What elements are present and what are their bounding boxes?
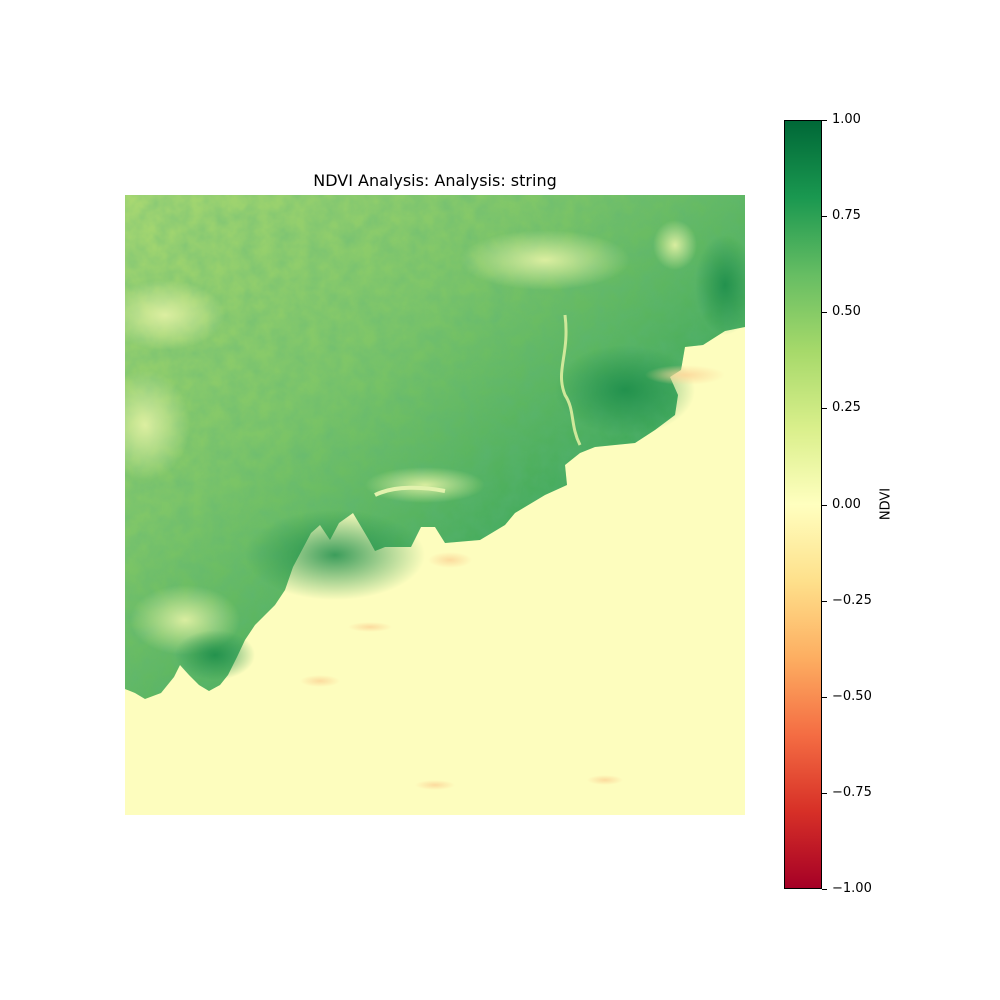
colorbar-tick-label: 1.00 [832,112,861,127]
colorbar-tick [822,120,827,121]
colorbar-tick-label: 0.50 [832,304,861,319]
colorbar-tick [822,697,827,698]
colorbar-tick-label: 0.75 [832,208,861,223]
colorbar-tick [822,793,827,794]
colorbar-tick-label: −0.25 [832,593,872,608]
colorbar-tick-label: −1.00 [832,881,872,896]
colorbar-label: NDVI [878,487,894,521]
colorbar-tick [822,312,827,313]
ndvi-heatmap [125,195,745,815]
chart-title: NDVI Analysis: Analysis: string [313,171,557,190]
colorbar-tick [822,601,827,602]
colorbar-tick [822,889,827,890]
colorbar-tick-label: 0.25 [832,400,861,415]
colorbar-tick-label: −0.75 [832,785,872,800]
colorbar-tick [822,408,827,409]
colorbar-tick [822,216,827,217]
colorbar-tick-label: −0.50 [832,689,872,704]
colorbar [784,120,822,889]
colorbar-tick-label: 0.00 [832,497,861,512]
colorbar-tick [822,505,827,506]
